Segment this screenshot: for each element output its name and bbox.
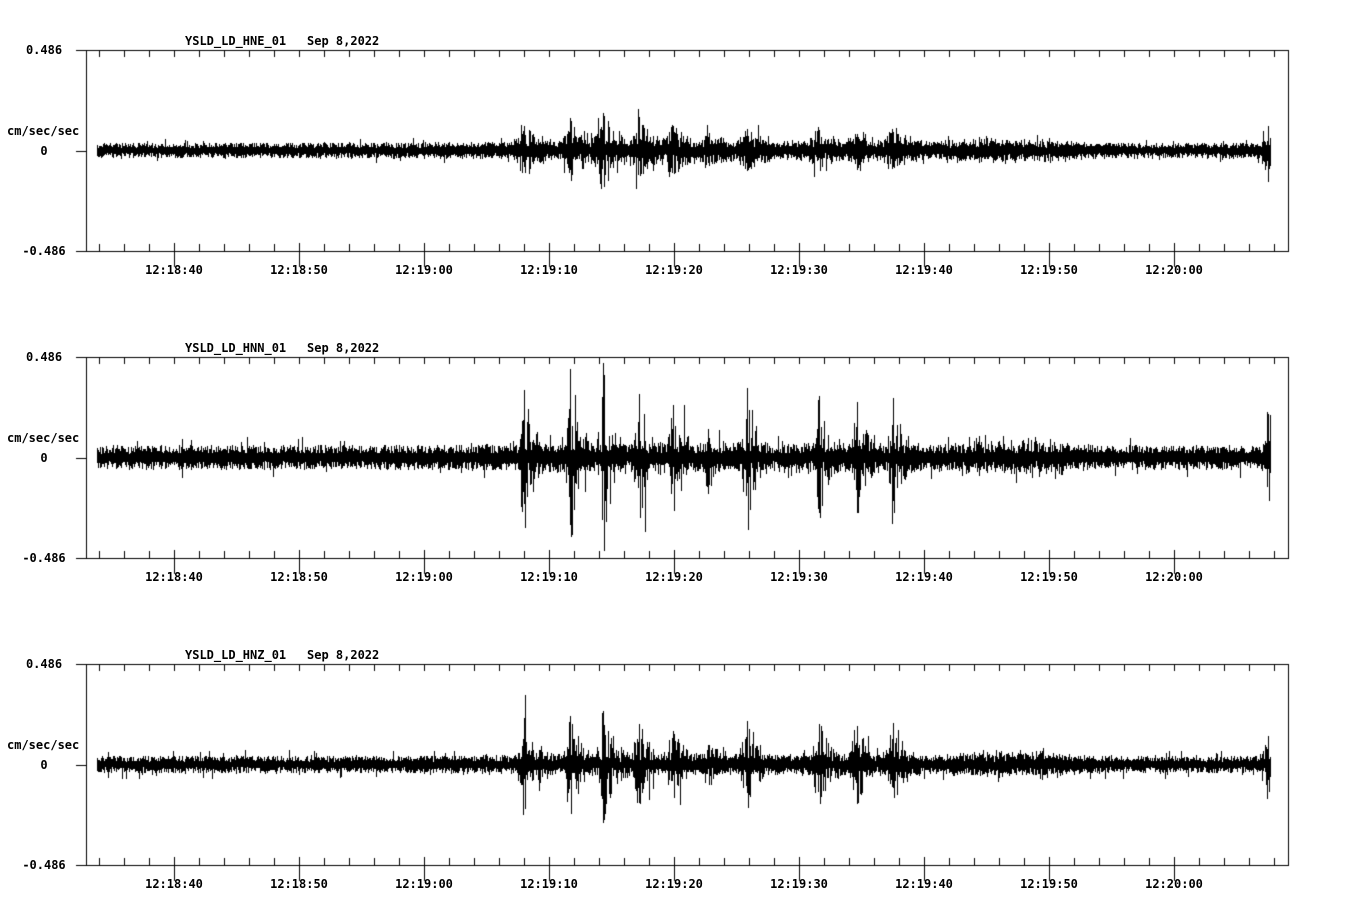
y-axis-zero-label: 0	[40, 758, 48, 772]
x-tick-label: 12:19:50	[1020, 877, 1078, 891]
x-tick-label: 12:18:40	[145, 877, 203, 891]
x-tick-label: 12:19:00	[395, 877, 453, 891]
x-tick-label: 12:19:10	[520, 877, 578, 891]
channel-title: YSLD_LD_HNZ_01	[185, 648, 287, 662]
x-tick-label: 12:19:20	[645, 570, 703, 584]
y-axis-min-label: -0.486	[22, 244, 66, 258]
x-tick-label: 12:19:00	[395, 570, 453, 584]
y-axis-min-label: -0.486	[22, 551, 66, 565]
y-axis-units-label: cm/sec/sec	[7, 124, 80, 138]
y-axis-zero-label: 0	[40, 144, 48, 158]
date-label: Sep 8,2022	[307, 34, 380, 48]
x-tick-label: 12:19:40	[895, 263, 953, 277]
y-axis-min-label: -0.486	[22, 858, 66, 872]
y-axis-units-label: cm/sec/sec	[7, 738, 80, 752]
y-axis-zero-label: 0	[40, 451, 48, 465]
y-axis-units-label: cm/sec/sec	[7, 431, 80, 445]
x-tick-label: 12:19:40	[895, 877, 953, 891]
x-tick-label: 12:19:50	[1020, 263, 1078, 277]
x-tick-label: 12:19:50	[1020, 570, 1078, 584]
x-tick-label: 12:19:20	[645, 877, 703, 891]
x-tick-label: 12:18:40	[145, 263, 203, 277]
y-axis-max-label: 0.486	[25, 43, 63, 57]
date-label: Sep 8,2022	[307, 341, 380, 355]
x-tick-label: 12:19:30	[770, 570, 828, 584]
x-tick-label: 12:19:40	[895, 570, 953, 584]
x-tick-label: 12:20:00	[1145, 877, 1203, 891]
x-tick-label: 12:19:10	[520, 263, 578, 277]
x-tick-label: 12:18:50	[270, 263, 328, 277]
channel-title: YSLD_LD_HNE_01	[185, 34, 287, 48]
x-tick-label: 12:19:30	[770, 877, 828, 891]
x-tick-label: 12:18:50	[270, 877, 328, 891]
date-label: Sep 8,2022	[307, 648, 380, 662]
channel-title: YSLD_LD_HNN_01	[185, 341, 287, 355]
x-tick-label: 12:19:10	[520, 570, 578, 584]
y-axis-max-label: 0.486	[25, 350, 63, 364]
x-tick-label: 12:19:00	[395, 263, 453, 277]
x-tick-label: 12:20:00	[1145, 570, 1203, 584]
x-tick-label: 12:19:20	[645, 263, 703, 277]
x-tick-label: 12:19:30	[770, 263, 828, 277]
y-axis-max-label: 0.486	[25, 657, 63, 671]
x-tick-label: 12:20:00	[1145, 263, 1203, 277]
x-tick-label: 12:18:40	[145, 570, 203, 584]
x-tick-label: 12:18:50	[270, 570, 328, 584]
